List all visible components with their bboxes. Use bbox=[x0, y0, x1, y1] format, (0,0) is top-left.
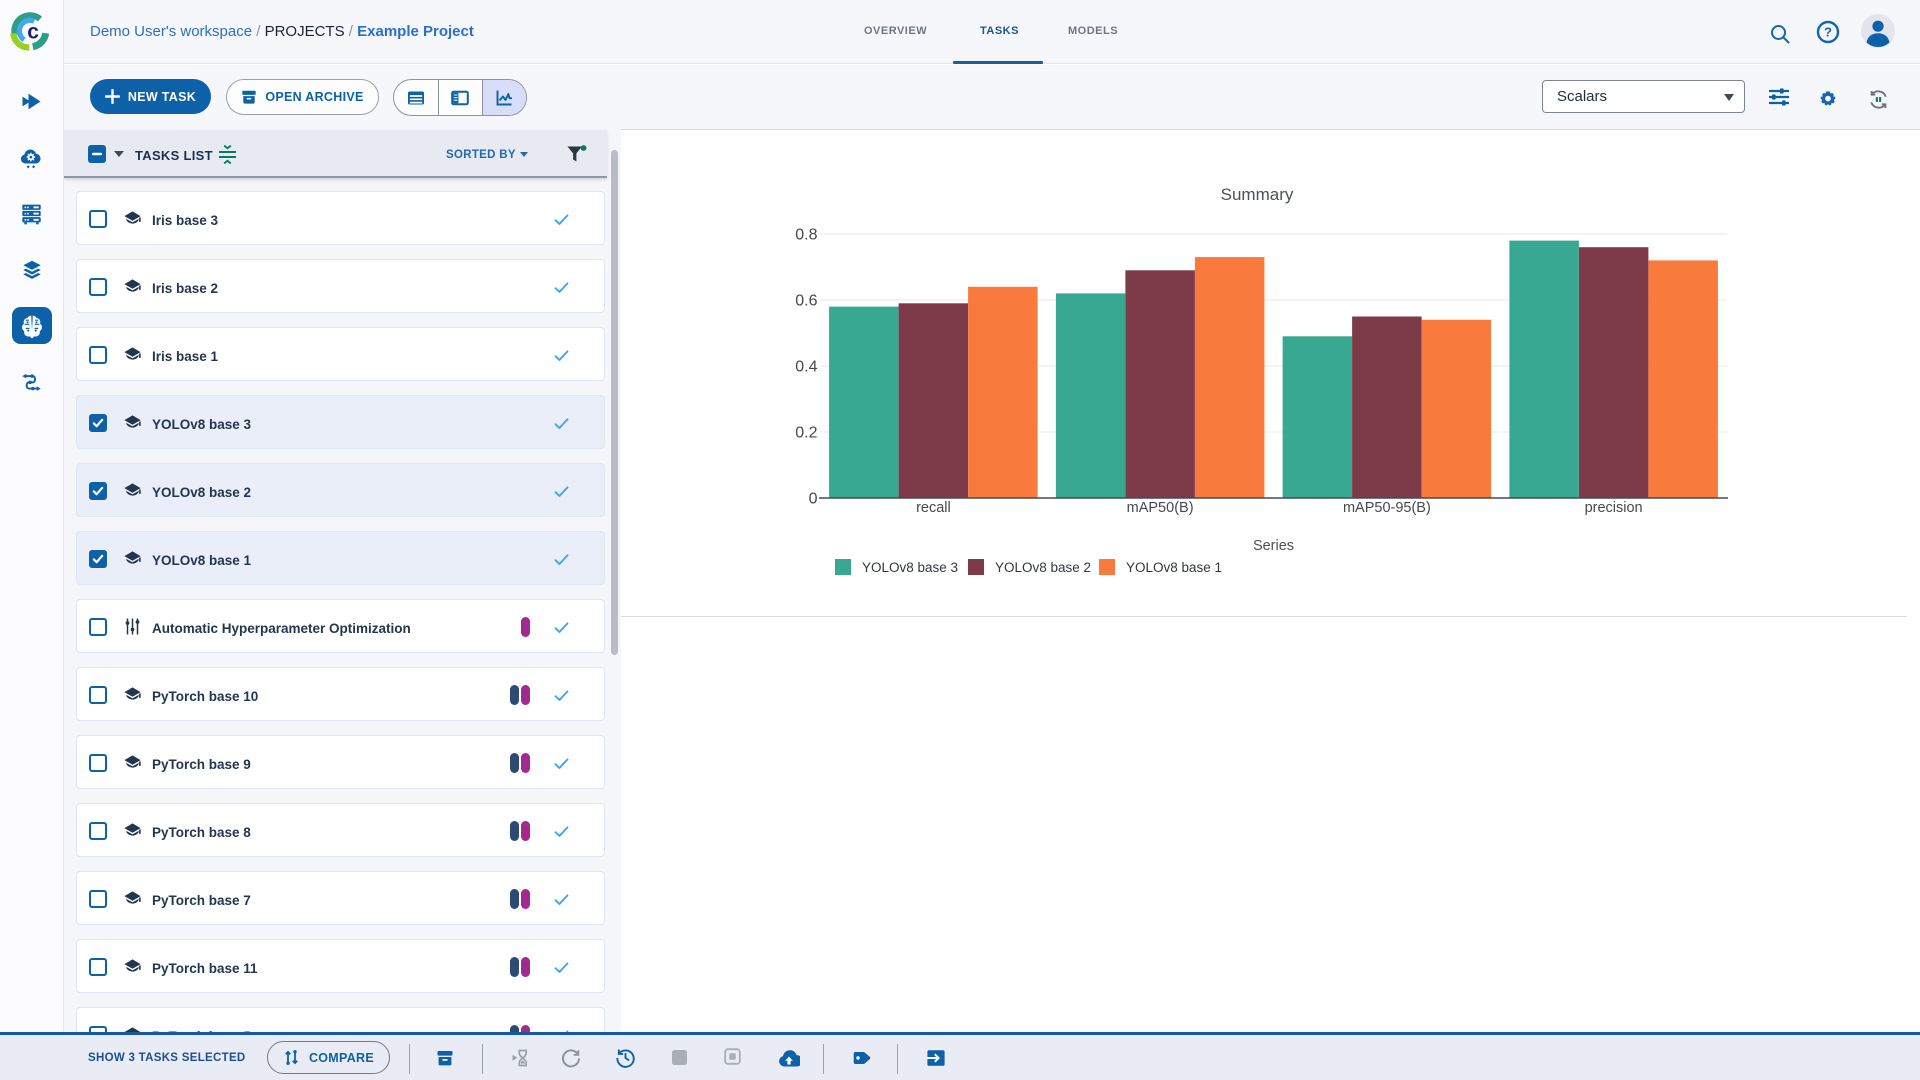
svg-text:YOLOv8 base 1: YOLOv8 base 1 bbox=[1126, 560, 1222, 575]
svg-text:precision: precision bbox=[1585, 500, 1643, 516]
svg-text:0.4: 0.4 bbox=[795, 359, 817, 376]
svg-text:mAP50(B): mAP50(B) bbox=[1127, 500, 1194, 516]
svg-text:0.2: 0.2 bbox=[795, 425, 817, 442]
svg-text:0.8: 0.8 bbox=[795, 227, 817, 244]
svg-text:recall: recall bbox=[916, 500, 951, 516]
svg-text:0.6: 0.6 bbox=[795, 293, 817, 310]
svg-text:Summary: Summary bbox=[1221, 185, 1294, 204]
svg-text:Series: Series bbox=[1253, 538, 1294, 554]
svg-text:YOLOv8 base 2: YOLOv8 base 2 bbox=[995, 560, 1091, 575]
svg-text:c: c bbox=[27, 20, 39, 43]
svg-text:YOLOv8 base 3: YOLOv8 base 3 bbox=[862, 560, 958, 575]
svg-text:mAP50-95(B): mAP50-95(B) bbox=[1343, 500, 1431, 516]
svg-text:0: 0 bbox=[809, 491, 818, 508]
svg-text:?: ? bbox=[1824, 25, 1832, 40]
